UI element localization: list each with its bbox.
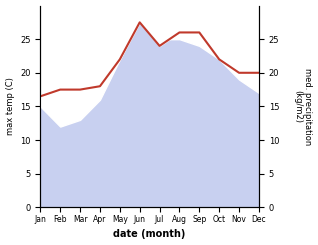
Y-axis label: med. precipitation
(kg/m2): med. precipitation (kg/m2) xyxy=(293,68,313,145)
Y-axis label: max temp (C): max temp (C) xyxy=(5,77,15,135)
X-axis label: date (month): date (month) xyxy=(114,230,186,239)
